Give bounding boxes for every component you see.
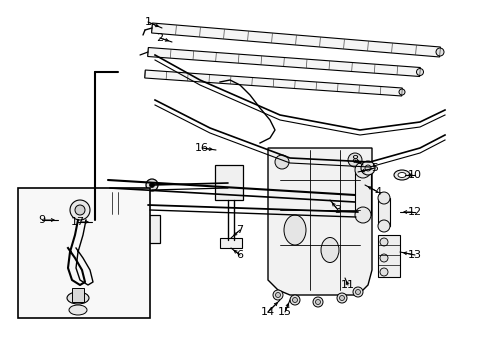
Bar (118, 215, 160, 243)
Ellipse shape (67, 292, 89, 304)
Text: 14: 14 (261, 307, 274, 317)
Bar (215, 165, 243, 200)
Ellipse shape (284, 215, 305, 245)
Circle shape (336, 293, 346, 303)
Polygon shape (147, 48, 420, 76)
Circle shape (104, 215, 132, 243)
Ellipse shape (393, 170, 409, 180)
Circle shape (416, 68, 423, 76)
Circle shape (354, 207, 370, 223)
Bar (220, 238, 242, 248)
Circle shape (435, 48, 443, 56)
Circle shape (312, 297, 323, 307)
Circle shape (360, 161, 374, 175)
Circle shape (272, 290, 283, 300)
Text: 11: 11 (340, 280, 354, 290)
Circle shape (345, 195, 350, 201)
Ellipse shape (69, 305, 87, 315)
Bar (354, 170, 370, 215)
Text: 2: 2 (156, 33, 163, 43)
Bar (108, 192, 142, 214)
Circle shape (364, 165, 370, 171)
Circle shape (70, 200, 90, 220)
Circle shape (398, 89, 404, 95)
Text: 1: 1 (144, 17, 151, 27)
Text: 13: 13 (407, 250, 421, 260)
Circle shape (354, 162, 370, 178)
Text: 3: 3 (334, 205, 341, 215)
Circle shape (274, 155, 288, 169)
Bar (377, 198, 389, 226)
Circle shape (75, 205, 85, 215)
Circle shape (146, 179, 158, 191)
Circle shape (97, 192, 119, 214)
Text: 16: 16 (195, 143, 208, 153)
Text: 7: 7 (236, 225, 243, 235)
Circle shape (377, 220, 389, 232)
Circle shape (352, 287, 362, 297)
Circle shape (379, 254, 387, 262)
Circle shape (355, 289, 360, 294)
Bar (377, 235, 399, 277)
Text: 9: 9 (39, 215, 45, 225)
Bar (18, 188, 150, 318)
Circle shape (379, 268, 387, 276)
Circle shape (289, 295, 299, 305)
Text: 12: 12 (407, 207, 421, 217)
Text: 6: 6 (236, 250, 243, 260)
Circle shape (377, 192, 389, 204)
Polygon shape (144, 70, 402, 96)
Bar (72, 288, 84, 302)
Ellipse shape (320, 238, 338, 262)
Circle shape (379, 238, 387, 246)
Text: 17: 17 (71, 217, 85, 227)
Text: 8: 8 (351, 155, 358, 165)
Circle shape (339, 296, 344, 301)
Polygon shape (151, 23, 440, 57)
Circle shape (315, 300, 320, 305)
Circle shape (292, 297, 297, 302)
Ellipse shape (397, 172, 405, 177)
Circle shape (340, 191, 354, 205)
Text: 10: 10 (407, 170, 421, 180)
Circle shape (149, 183, 154, 188)
Circle shape (347, 153, 361, 167)
Text: 15: 15 (278, 307, 291, 317)
Text: 4: 4 (374, 187, 381, 197)
Text: 5: 5 (371, 163, 378, 173)
Circle shape (275, 292, 280, 297)
Polygon shape (267, 148, 371, 295)
